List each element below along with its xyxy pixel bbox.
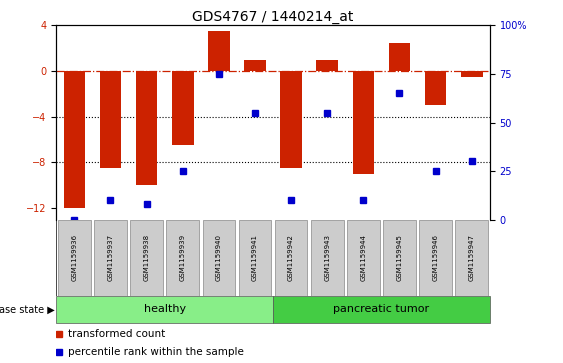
Text: GSM1159945: GSM1159945 [396, 234, 403, 281]
Bar [58, 220, 91, 296]
Bar [419, 220, 452, 296]
Title: GDS4767 / 1440214_at: GDS4767 / 1440214_at [193, 11, 354, 24]
Bar [311, 220, 343, 296]
Text: percentile rank within the sample: percentile rank within the sample [69, 347, 244, 357]
Bar [203, 220, 235, 296]
Bar [239, 220, 271, 296]
Bar [167, 220, 199, 296]
Bar [388, 42, 410, 71]
Bar [208, 31, 230, 71]
Text: GSM1159947: GSM1159947 [469, 234, 475, 281]
Text: GSM1159941: GSM1159941 [252, 234, 258, 281]
Bar [244, 60, 266, 71]
Text: GSM1159937: GSM1159937 [108, 234, 114, 281]
Text: GSM1159942: GSM1159942 [288, 234, 294, 281]
Bar [352, 71, 374, 174]
Text: healthy: healthy [144, 305, 186, 314]
Bar [461, 71, 482, 77]
Bar [275, 220, 307, 296]
Bar [383, 220, 415, 296]
Text: GSM1159936: GSM1159936 [72, 234, 77, 281]
Bar [136, 71, 158, 185]
Bar [455, 220, 488, 296]
Bar [94, 220, 127, 296]
Bar [273, 296, 490, 323]
Bar [425, 71, 446, 105]
Bar [316, 60, 338, 71]
Text: pancreatic tumor: pancreatic tumor [333, 305, 430, 314]
Text: GSM1159938: GSM1159938 [144, 234, 150, 281]
Text: GSM1159946: GSM1159946 [432, 234, 439, 281]
Bar [56, 296, 273, 323]
Text: GSM1159943: GSM1159943 [324, 234, 330, 281]
Bar [280, 71, 302, 168]
Text: transformed count: transformed count [69, 329, 166, 339]
Text: GSM1159944: GSM1159944 [360, 234, 367, 281]
Text: GSM1159939: GSM1159939 [180, 234, 186, 281]
Bar [64, 71, 85, 208]
Bar [172, 71, 194, 145]
Text: GSM1159940: GSM1159940 [216, 234, 222, 281]
Bar [131, 220, 163, 296]
Bar [347, 220, 379, 296]
Text: disease state ▶: disease state ▶ [0, 305, 55, 314]
Bar [100, 71, 122, 168]
